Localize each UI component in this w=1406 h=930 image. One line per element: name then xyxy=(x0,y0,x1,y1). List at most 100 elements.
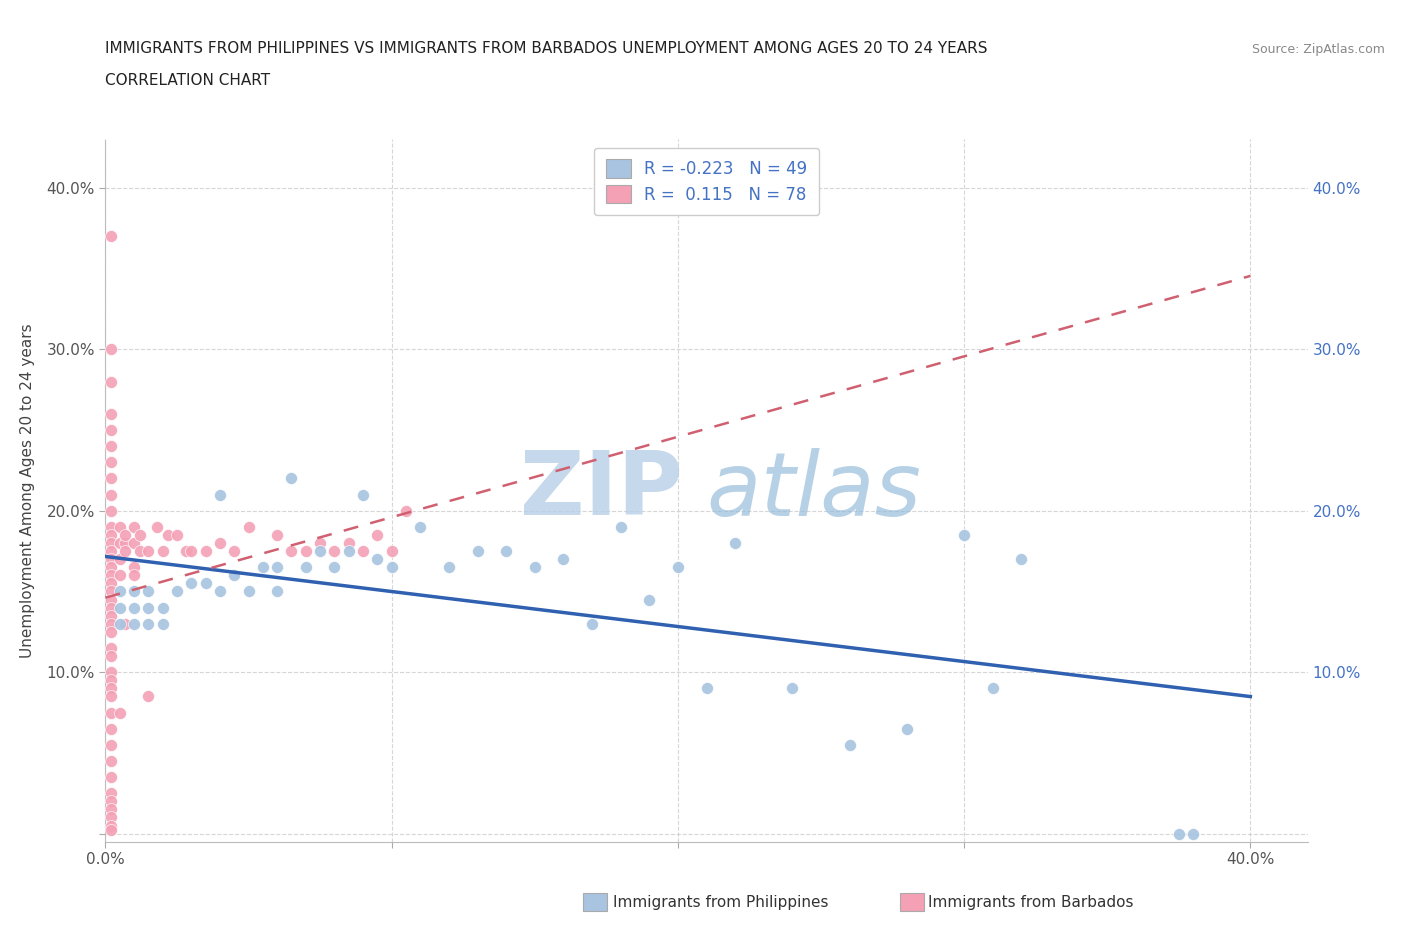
Point xyxy=(337,536,360,551)
Point xyxy=(100,406,122,421)
Point xyxy=(896,722,918,737)
Text: atlas: atlas xyxy=(707,447,921,534)
Point xyxy=(838,737,860,752)
Point xyxy=(100,689,122,704)
Point xyxy=(467,544,489,559)
Point xyxy=(100,584,122,599)
Point xyxy=(122,568,145,583)
Point xyxy=(437,560,460,575)
Point xyxy=(100,503,122,518)
Point xyxy=(295,560,318,575)
Point xyxy=(409,520,432,535)
Text: Immigrants from Philippines: Immigrants from Philippines xyxy=(613,895,828,910)
Point xyxy=(180,544,202,559)
Point xyxy=(782,681,804,696)
Point xyxy=(100,487,122,502)
Point xyxy=(724,536,747,551)
Point xyxy=(609,520,631,535)
Point xyxy=(495,544,517,559)
Point xyxy=(238,520,260,535)
Point xyxy=(523,560,546,575)
Point xyxy=(1182,826,1205,841)
Text: ZIP: ZIP xyxy=(520,447,682,534)
Point xyxy=(208,487,231,502)
Point xyxy=(100,520,122,535)
Point xyxy=(108,551,131,566)
Point xyxy=(581,617,603,631)
Point xyxy=(266,584,288,599)
Point xyxy=(238,584,260,599)
Point xyxy=(553,551,575,566)
Point xyxy=(100,422,122,437)
Point xyxy=(309,536,332,551)
Point xyxy=(114,617,136,631)
Point xyxy=(295,544,318,559)
Point xyxy=(100,592,122,607)
Point xyxy=(696,681,718,696)
Point xyxy=(100,617,122,631)
Point xyxy=(381,560,404,575)
Point xyxy=(138,584,160,599)
Point xyxy=(100,818,122,833)
Point xyxy=(352,487,374,502)
Point xyxy=(100,770,122,785)
Point xyxy=(122,536,145,551)
Point xyxy=(100,810,122,825)
Point xyxy=(280,471,302,485)
Point xyxy=(180,576,202,591)
Point xyxy=(638,592,661,607)
Point xyxy=(337,544,360,559)
Point xyxy=(108,617,131,631)
Point xyxy=(108,520,131,535)
Point xyxy=(395,503,418,518)
Point xyxy=(100,672,122,687)
Point xyxy=(323,560,346,575)
Point xyxy=(100,665,122,680)
Point xyxy=(152,544,174,559)
Point xyxy=(152,600,174,615)
Point xyxy=(100,544,122,559)
Point xyxy=(108,584,131,599)
Point xyxy=(100,823,122,838)
Point xyxy=(100,648,122,663)
Point xyxy=(208,584,231,599)
Point xyxy=(208,536,231,551)
Point xyxy=(108,705,131,720)
Point xyxy=(224,568,246,583)
Text: Immigrants from Barbados: Immigrants from Barbados xyxy=(928,895,1133,910)
Point xyxy=(100,536,122,551)
Point xyxy=(100,229,122,244)
Point xyxy=(114,527,136,542)
Point xyxy=(100,560,122,575)
Text: Source: ZipAtlas.com: Source: ZipAtlas.com xyxy=(1251,43,1385,56)
Point xyxy=(100,786,122,801)
Point xyxy=(108,568,131,583)
Point xyxy=(100,342,122,357)
Point xyxy=(122,560,145,575)
Point xyxy=(100,576,122,591)
Point xyxy=(166,527,188,542)
Point xyxy=(366,527,388,542)
Point xyxy=(128,544,150,559)
Point xyxy=(100,527,122,542)
Point xyxy=(981,681,1004,696)
Point xyxy=(122,600,145,615)
Y-axis label: Unemployment Among Ages 20 to 24 years: Unemployment Among Ages 20 to 24 years xyxy=(21,324,35,658)
Point xyxy=(114,536,136,551)
Point xyxy=(280,544,302,559)
Point xyxy=(100,802,122,817)
Point xyxy=(100,568,122,583)
Point xyxy=(266,560,288,575)
Point xyxy=(100,600,122,615)
Point xyxy=(100,471,122,485)
Point xyxy=(100,681,122,696)
Point xyxy=(146,520,169,535)
Point xyxy=(174,544,197,559)
Point xyxy=(138,600,160,615)
Point xyxy=(100,794,122,809)
Point xyxy=(100,624,122,639)
Point xyxy=(100,374,122,389)
Point xyxy=(152,617,174,631)
Point xyxy=(100,455,122,470)
Point xyxy=(309,544,332,559)
